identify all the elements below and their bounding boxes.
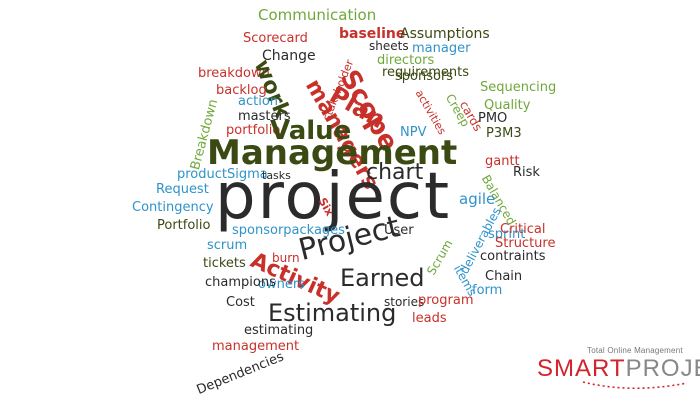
word-user: User	[384, 223, 414, 238]
word-leads: leads	[412, 311, 447, 326]
word-management: Management	[207, 133, 458, 173]
word-dependencies: Dependencies	[194, 349, 287, 398]
word-productsigma: productSigma	[177, 167, 268, 182]
word-tickets: tickets	[203, 256, 246, 271]
logo-projex: PROJEX	[625, 355, 700, 382]
word-management-2: management	[212, 339, 300, 354]
word-chain: Chain	[485, 269, 523, 284]
word-contraints: contraints	[480, 249, 546, 264]
logo-smart: SMART	[537, 355, 626, 382]
word-scrum: scrum	[207, 238, 248, 253]
word-critical: Critical	[500, 222, 546, 237]
word-chart: chart	[366, 160, 424, 185]
word-sprint: sprint	[488, 227, 526, 242]
word-masters: masters	[238, 109, 291, 124]
word-estimating-2: estimating	[244, 323, 314, 338]
word-scorecard: Scorecard	[243, 31, 308, 46]
word-program: program	[418, 293, 474, 308]
word-assumptions: Assumptions	[400, 26, 490, 42]
word-requirements: requirements	[382, 65, 469, 80]
word-request: Request	[156, 182, 209, 197]
word-p3m3: P3M3	[486, 126, 522, 141]
word-action: action	[238, 94, 279, 109]
word-structure: Structure	[495, 236, 556, 251]
word-baseline: baseline	[339, 26, 406, 42]
word-scrum-2: Scrum	[424, 237, 456, 278]
word-risk: Risk	[513, 165, 540, 180]
word-agile: agile	[459, 190, 496, 208]
word-pmo: PMO	[478, 111, 508, 126]
word-npv: NPV	[400, 125, 427, 140]
word-portfolio-2: Portfolio	[157, 218, 211, 233]
word-breakdown: breakdown	[198, 66, 270, 81]
word-sheets: sheets	[369, 39, 409, 53]
word-communication: Communication	[258, 6, 377, 24]
word-sponsorpackages: sponsorpackages	[232, 223, 345, 238]
word-sponsors: sponsors	[395, 69, 454, 84]
word-tasks: tasks	[262, 169, 291, 182]
word-burn: burn	[272, 251, 300, 265]
logo-wordmark: SMARTPROJEX	[537, 355, 700, 383]
word-stories: stories	[384, 295, 425, 309]
word-earned: Earned	[340, 264, 425, 292]
word-project: project	[215, 160, 452, 234]
word-change: Change	[262, 48, 316, 64]
word-manager: manager	[412, 41, 471, 56]
word-owners: owners	[258, 277, 305, 292]
word-backlog: backlog	[216, 83, 267, 98]
word-directors: directors	[377, 53, 435, 68]
smartprojex-logo: Total Online Management SMARTPROJEX	[537, 346, 700, 396]
logo-tagline: Total Online Management	[587, 346, 683, 355]
word-form: form	[472, 283, 503, 298]
word-portfolio: portfolio	[226, 123, 281, 138]
logo-swoosh-icon	[582, 381, 688, 390]
word-quality: Quality	[484, 98, 531, 113]
word-estimating: Estimating	[268, 299, 397, 327]
word-gantt: gantt	[485, 154, 520, 169]
word-contingency: Contingency	[132, 200, 214, 215]
word-value: Value	[270, 116, 352, 146]
word-sequencing: Sequencing	[480, 80, 557, 95]
word-cost: Cost	[226, 295, 255, 310]
word-champions: champions	[205, 275, 276, 290]
